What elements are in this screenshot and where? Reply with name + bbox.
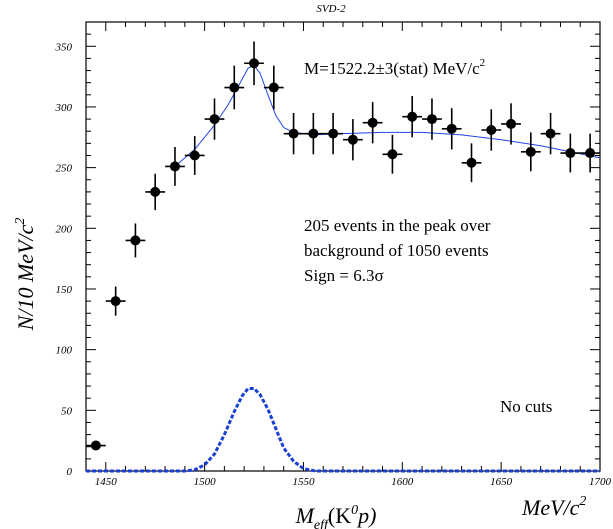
data-point	[283, 113, 304, 155]
data-point	[580, 133, 600, 173]
data-marker	[90, 440, 101, 451]
x-axis-title-sup: 0	[351, 503, 358, 518]
data-point	[323, 113, 343, 155]
data-marker	[130, 235, 141, 246]
x-tick-label: 1700	[589, 476, 612, 488]
y-tick-label: 200	[56, 223, 73, 235]
data-point	[86, 440, 106, 451]
y-tick-label: 100	[56, 345, 73, 357]
data-marker	[288, 128, 299, 139]
data-marker	[229, 82, 240, 93]
y-axis-title-sup: 2	[13, 218, 28, 225]
y-tick-label: 350	[55, 41, 73, 53]
data-marker	[407, 111, 418, 122]
data-point	[422, 98, 442, 140]
data-marker	[525, 146, 536, 157]
data-marker	[209, 114, 220, 125]
fit-curve	[174, 65, 601, 167]
data-marker	[110, 296, 121, 307]
data-marker	[466, 157, 477, 168]
y-tick-label: 150	[56, 284, 73, 296]
y-tick-label: 50	[61, 405, 73, 417]
data-point	[540, 113, 561, 155]
events-annotation-line2: background of 1050 events	[304, 241, 489, 260]
x-tick-label: 1550	[292, 476, 315, 488]
data-point	[184, 136, 205, 175]
chart-title: SVD-2	[316, 3, 346, 15]
axis-ticks	[85, 21, 601, 472]
significance-annotation: Sign = 6.3σ	[304, 266, 384, 285]
data-point	[441, 108, 462, 150]
data-points	[86, 41, 600, 451]
events-annotation-line1: 205 events in the peak over	[304, 216, 491, 235]
data-point	[481, 109, 502, 151]
x-axis-title-sub: eff	[314, 518, 330, 529]
data-point	[145, 173, 166, 211]
data-marker	[565, 148, 576, 159]
x-axis-unit-sup: 2	[579, 494, 586, 509]
fit-curves	[86, 65, 601, 473]
data-marker	[506, 118, 517, 129]
data-marker	[426, 114, 437, 125]
data-marker	[328, 128, 339, 139]
x-axis-title: Meff(K0p)	[295, 503, 377, 529]
data-marker	[169, 161, 180, 172]
data-marker	[249, 58, 260, 69]
data-point	[520, 132, 541, 172]
data-point	[343, 119, 363, 161]
data-marker	[189, 150, 200, 161]
data-point	[382, 134, 403, 174]
y-tick-label: 0	[67, 466, 73, 478]
data-point	[303, 113, 324, 155]
cuts-annotation: No cuts	[500, 397, 552, 416]
data-point	[244, 41, 264, 86]
x-tick-label: 1450	[95, 476, 118, 488]
data-marker	[387, 149, 398, 160]
data-point	[461, 143, 482, 183]
x-axis-unit: MeV/c2	[521, 494, 586, 520]
data-point	[402, 96, 423, 138]
data-point	[125, 223, 146, 258]
signal-curve	[86, 387, 600, 473]
data-point	[501, 103, 521, 145]
data-marker	[308, 128, 319, 139]
data-point	[165, 146, 185, 186]
data-marker	[367, 117, 378, 128]
data-marker	[150, 186, 161, 197]
data-point	[560, 133, 581, 173]
y-tick-label: 300	[55, 102, 73, 114]
data-marker	[347, 134, 358, 145]
data-point	[362, 102, 383, 144]
mass-annotation: M=1522.2±3(stat) MeV/c2	[304, 57, 485, 78]
data-marker	[545, 128, 556, 139]
mass-annotation-sup: 2	[480, 57, 486, 69]
data-point	[105, 286, 126, 316]
x-tick-label: 1600	[391, 476, 414, 488]
tick-labels: 1450 1500 1550 1600 1650 1700 0 50 100 150 200 250 3…	[55, 41, 612, 488]
data-marker	[268, 82, 279, 93]
x-tick-label: 1650	[490, 476, 513, 488]
y-axis-title: N/10 MeV/c2	[13, 218, 38, 332]
data-point	[224, 65, 245, 110]
data-marker	[486, 125, 497, 136]
data-point	[263, 65, 284, 110]
data-marker	[446, 123, 457, 134]
x-tick-label: 1500	[194, 476, 217, 488]
data-marker	[585, 148, 596, 159]
data-point	[204, 98, 225, 140]
y-tick-label: 250	[56, 163, 73, 175]
